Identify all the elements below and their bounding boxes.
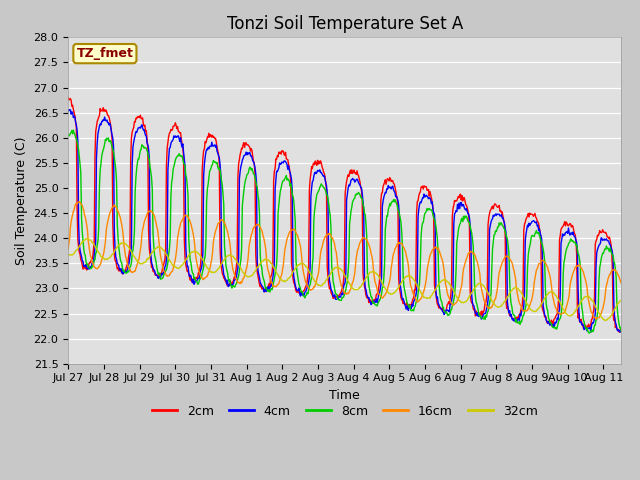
32cm	[462, 299, 470, 304]
32cm	[82, 236, 90, 241]
4cm	[301, 289, 308, 295]
32cm	[143, 258, 150, 264]
Line: 4cm: 4cm	[68, 109, 621, 332]
4cm	[476, 313, 483, 319]
2cm	[67, 96, 74, 101]
32cm	[64, 251, 72, 257]
16cm	[618, 280, 625, 286]
8cm	[462, 214, 470, 220]
Title: Tonzi Soil Temperature Set A: Tonzi Soil Temperature Set A	[227, 15, 463, 33]
16cm	[143, 214, 150, 219]
4cm	[462, 207, 470, 213]
Line: 8cm: 8cm	[68, 130, 621, 333]
16cm	[76, 199, 83, 204]
2cm	[300, 288, 308, 293]
32cm	[301, 262, 308, 268]
2cm	[321, 174, 329, 180]
8cm	[586, 330, 593, 336]
2cm	[616, 329, 623, 335]
8cm	[322, 188, 330, 194]
2cm	[461, 198, 469, 204]
32cm	[618, 298, 625, 303]
8cm	[476, 312, 483, 318]
16cm	[476, 268, 483, 274]
Line: 16cm: 16cm	[68, 202, 621, 319]
Text: TZ_fmet: TZ_fmet	[76, 47, 133, 60]
4cm	[618, 329, 625, 335]
16cm	[592, 316, 600, 322]
8cm	[70, 127, 77, 133]
8cm	[618, 329, 625, 335]
2cm	[141, 129, 149, 134]
2cm	[64, 95, 72, 100]
2cm	[474, 311, 482, 317]
Line: 32cm: 32cm	[68, 239, 621, 321]
32cm	[476, 281, 483, 287]
Line: 2cm: 2cm	[68, 97, 621, 332]
32cm	[67, 252, 74, 258]
16cm	[301, 276, 308, 282]
X-axis label: Time: Time	[330, 389, 360, 402]
8cm	[64, 132, 72, 138]
4cm	[67, 111, 75, 117]
2cm	[618, 328, 625, 334]
4cm	[65, 107, 73, 112]
4cm	[64, 109, 72, 115]
16cm	[67, 224, 74, 230]
8cm	[143, 145, 150, 151]
8cm	[67, 131, 74, 136]
32cm	[322, 278, 330, 284]
Legend: 2cm, 4cm, 8cm, 16cm, 32cm: 2cm, 4cm, 8cm, 16cm, 32cm	[147, 400, 543, 423]
16cm	[462, 258, 470, 264]
4cm	[322, 180, 330, 186]
8cm	[301, 295, 308, 300]
4cm	[143, 133, 150, 139]
4cm	[587, 329, 595, 335]
16cm	[322, 234, 330, 240]
32cm	[601, 318, 609, 324]
Y-axis label: Soil Temperature (C): Soil Temperature (C)	[15, 136, 28, 265]
16cm	[64, 246, 72, 252]
